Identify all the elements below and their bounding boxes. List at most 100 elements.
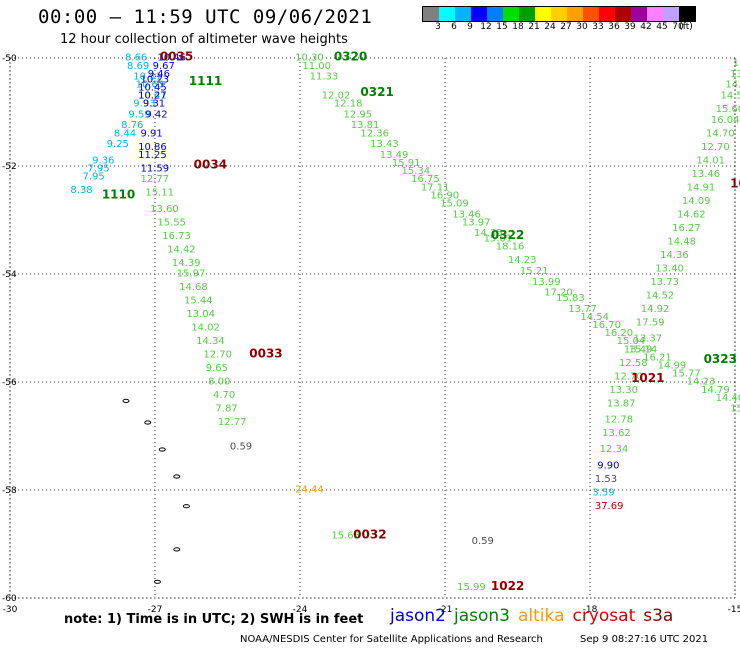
island-outline	[182, 504, 190, 509]
wave-height-label: 10.86	[138, 142, 167, 153]
wave-height-label: 15.91	[392, 158, 421, 169]
legend-label: 27	[560, 22, 572, 32]
island-outline	[173, 474, 181, 479]
wave-height-label: 12.95	[344, 109, 373, 120]
wave-height-label: 14.34	[196, 336, 225, 347]
plot-frame	[9, 57, 736, 599]
wave-height-label: 14.36	[660, 250, 689, 261]
legend-label: 3	[435, 22, 441, 32]
pass-id-label: 1111	[189, 74, 222, 88]
legend-label: 24	[544, 22, 556, 32]
pass-id-label: 0035	[160, 50, 193, 64]
wave-height-label: 10.27	[138, 91, 167, 102]
wave-height-label: 11.33	[310, 72, 339, 83]
wave-height-label: 15.14	[629, 344, 658, 355]
wave-height-label: 7.95	[83, 172, 105, 183]
pass-id-label: 1022	[491, 579, 524, 593]
wave-height-label: 10.23	[141, 74, 170, 85]
wave-height-label: 14.52	[721, 91, 740, 102]
wave-height-label: 37.69	[595, 501, 624, 512]
wave-height-label: 11.25	[138, 150, 167, 161]
wave-height-label: 4.70	[213, 390, 235, 401]
wave-height-label: 14.40	[716, 393, 740, 404]
pass-id-label: 1020	[730, 177, 740, 191]
wave-height-label: 10.45	[138, 82, 167, 93]
lon-tick-label: -21	[438, 605, 453, 615]
wave-height-label: 13.99	[532, 277, 561, 288]
wave-height-label: 14.99	[658, 361, 687, 372]
wave-height-label: 10.41	[138, 91, 167, 102]
wave-height-label: 15.65	[331, 531, 360, 542]
wave-height-label: 14.42	[167, 244, 196, 255]
wave-height-label: 10.31	[133, 72, 162, 83]
wave-height-label: 9.42	[145, 109, 167, 120]
lat-tick-label: -60	[2, 594, 17, 604]
legend-swatch	[663, 7, 679, 21]
wave-height-label: 13.40	[655, 263, 684, 274]
legend-swatch	[551, 7, 567, 21]
wave-height-label: 15.04	[617, 336, 646, 347]
wave-height-label: 15.95	[730, 404, 740, 415]
wave-height-label: 14.54	[580, 312, 609, 323]
wave-height-label: 12.02	[322, 91, 351, 102]
wave-height-label: 15.77	[672, 369, 701, 380]
lat-tick-label: -58	[2, 486, 17, 496]
wave-height-label: 17.59	[636, 317, 665, 328]
mission-jason3: jason3	[454, 606, 510, 626]
legend-swatch	[631, 7, 647, 21]
grid-layer	[9, 57, 736, 599]
wave-height-label: 3.59	[592, 487, 614, 498]
pass-id-label: 1110	[102, 187, 135, 201]
wave-height-label: 13.97	[462, 217, 491, 228]
legend-swatch	[519, 7, 535, 21]
wave-height-label: 9.59	[128, 109, 150, 120]
wave-height-label: 14.23	[508, 255, 537, 266]
lon-tick-label: -27	[148, 605, 163, 615]
legend-label: 15	[496, 22, 508, 32]
wave-height-label: 12.36	[360, 128, 389, 139]
wave-height-label: 14.68	[179, 282, 208, 293]
legend-swatch	[535, 7, 551, 21]
map-title: 00:00 – 11:59 UTC 09/06/2021	[38, 6, 373, 28]
legend-swatch	[567, 7, 583, 21]
wave-height-label: 12.78	[605, 415, 634, 426]
wave-height-label: 10.30	[295, 53, 324, 64]
wave-height-label: 14.62	[725, 80, 740, 91]
legend-swatch	[439, 7, 455, 21]
pass-label-layer: 0035 1111 0034 1110 0320 0321 0322 1020 0033 1021…	[102, 50, 740, 593]
wave-height-label: 14.35	[474, 228, 503, 239]
wave-height-label: 16.70	[592, 320, 621, 331]
wave-height-label: 16.20	[605, 328, 634, 339]
wave-height-label: 8.76	[121, 120, 143, 131]
island-outline	[158, 447, 166, 452]
wave-height-label: 15.97	[177, 269, 206, 280]
pass-id-label: 0032	[353, 528, 386, 542]
legend-swatch	[599, 7, 615, 21]
pass-id-label: 0321	[360, 85, 393, 99]
wave-height-label: 9.46	[148, 69, 170, 80]
footer-note: note: 1) Time is in UTC; 2) SWH is in fe…	[64, 612, 364, 627]
pass-id-label: 1021	[631, 371, 664, 385]
pass-id-label: 0322	[491, 228, 524, 242]
wave-height-label: 14.79	[701, 385, 730, 396]
wave-height-label: 16.21	[643, 352, 672, 363]
credit-timestamp: Sep 9 08:27:16 UTC 2021	[580, 634, 709, 645]
mission-legend: jason2 jason3 altika cryosat s3a	[390, 606, 681, 626]
lon-tick-label: -15	[728, 605, 740, 615]
lon-tick-label: -18	[583, 605, 598, 615]
mission-s3a: s3a	[643, 606, 674, 626]
wave-height-label: 13.62	[602, 428, 631, 439]
wave-height-label: 14.62	[677, 209, 706, 220]
wave-height-label: 13.60	[150, 204, 179, 215]
lat-tick-label: -56	[2, 378, 17, 388]
wave-height-label: 12.70	[614, 371, 643, 382]
wave-height-label: 9.90	[597, 460, 619, 471]
wave-height-label: 9.65	[206, 363, 228, 374]
legend-label: 33	[592, 22, 604, 32]
wave-height-label: 12.77	[141, 174, 170, 185]
wave-height-label: 15.21	[520, 266, 549, 277]
color-legend	[422, 6, 696, 22]
pass-id-label: 0034	[194, 158, 227, 172]
wave-height-label: 16.27	[672, 223, 701, 234]
